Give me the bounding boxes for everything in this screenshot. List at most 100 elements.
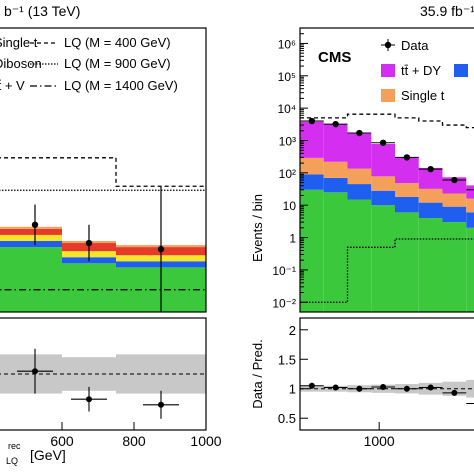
right-ytick-label-7: 10⁻¹ [272,264,296,278]
right-data-point-6 [451,176,458,184]
right-ratio-point-1 [332,384,339,391]
right-legend-point-0 [384,41,392,49]
left-legend-label-3: LQ (M = 400 GeV) [64,35,171,50]
right-data-point-2 [356,129,363,137]
right-bar-Singlet-0 [300,157,324,175]
right-ratio-ytick-label-2: 1 [289,382,296,397]
right-bar-blue-7 [466,212,474,228]
right-ytick-label-5: 10 [283,199,297,213]
right-bar-blue-5 [418,202,443,219]
right-bar-green-3 [371,205,395,312]
right-data-point-4 [403,154,411,161]
right-bar-green-5 [418,218,443,312]
right-ratio-point-5 [427,384,434,391]
right-bar-green-0 [300,189,324,312]
left-bar-green-0 [0,247,62,312]
left-legend-label-5: LQ (M = 1400 GeV) [64,78,178,93]
right-ytick-label-2: 10⁴ [277,102,296,116]
right-ratio-ylabel: Data / Pred. [250,339,265,408]
right-legend-label-0: Data [401,38,429,53]
right-bar-ttDY-5 [418,167,443,189]
right-legend-label-2: Single t [401,88,445,103]
right-bar-ttDY-1 [323,124,348,162]
left-bar-green-1 [62,263,116,312]
right-main-frame [299,27,474,313]
right-ylabel: Events / bin [250,194,265,262]
right-ratio-ytick-label-3: 0.5 [278,411,296,426]
right-bar-blue-6 [442,206,467,223]
right-ratio-point-6 [451,389,458,396]
right-bar-ttDY-0 [300,121,324,158]
right-legend-swatch-2 [381,89,395,102]
left-legend-label-4: LQ (M = 900 GeV) [64,56,171,71]
right-bar-Singlet-2 [347,168,372,185]
right-ratio-point-3 [380,383,387,390]
left-xtick-label-2: 1000 [190,433,221,449]
left-bar-blue-0 [0,241,62,248]
right-bar-Singlet-1 [323,161,348,178]
right-ytick-label-3: 10³ [279,134,296,148]
right-bar-Singlet-5 [418,188,443,203]
left-bar-Singlet-0 [0,226,62,229]
right-ytick-label-6: 1 [289,232,296,246]
right-bar-blue-1 [323,177,348,193]
right-bar-ttDY-2 [347,133,372,169]
right-ratio-frame [299,317,474,431]
left-xaxis-sub: LQ [6,456,18,466]
cms-label: CMS [318,49,351,66]
right-bar-blue-3 [371,190,395,206]
right-bar-ttDY-3 [371,144,395,177]
right-data-point-0 [308,117,316,125]
left-data-point-1 [85,239,93,247]
right-ratio-point-0 [308,382,315,389]
right-bar-Singlet-7 [466,198,474,213]
right-bar-green-2 [347,199,372,312]
right-ytick-label-4: 10² [279,167,296,181]
left-legend-label-2: tt̄ + V [0,78,25,93]
right-ratio-ytick-label-1: 1.5 [278,352,296,367]
right-bar-green-4 [395,212,419,312]
left-legend-label-0: Single t [0,35,38,50]
right-data-point-1 [332,120,339,128]
left-ratio-point-2 [158,401,164,408]
right-lq-dotted-line [300,238,474,303]
left-legend-label-1: Diboson [0,56,42,71]
right-ratio-point-4 [403,385,410,392]
left-ratio-band-0 [0,354,62,394]
right-legend-label-1: tt̄ + DY [401,63,441,78]
left-lq400-line [0,157,206,187]
right-lq-dashed-line [300,113,474,129]
left-xaxis-label: rec LQ [GeV] [6,441,66,466]
right-bar-green-7 [466,227,474,312]
right-bar-Singlet-4 [395,183,419,197]
right-lumi-label: 35.9 fb⁻¹ [420,3,474,19]
right-ratio-point-2 [356,385,363,392]
right-bar-green-1 [323,192,348,312]
right-bar-blue-4 [395,196,419,213]
right-ytick-label-8: 10⁻² [272,296,296,310]
right-legend-swatch-3 [454,64,468,77]
right-data-point-5 [427,165,434,173]
right-ytick-label-1: 10⁵ [278,70,296,84]
right-data-point-3 [379,139,387,146]
right-xtick-label-0: 1000 [364,433,395,449]
left-ratio-point-0 [32,368,38,375]
left-main-frame [0,27,207,313]
right-bar-blue-0 [300,174,324,190]
right-legend-swatch-1 [381,64,395,77]
right-bar-ttDY-7 [466,185,474,199]
left-xaxis-unit: [GeV] [30,447,66,463]
left-bar-Diboson-0 [0,234,62,241]
left-ratio-point-1 [86,396,92,403]
left-panel: Single t Diboson tt̄ + V LQ (M = 400 GeV) LQ… [0,27,222,449]
left-bar-ttV-0 [0,228,62,235]
left-xaxis-sup: rec [8,441,21,451]
right-bar-blue-2 [347,184,372,200]
right-bar-Singlet-6 [442,193,467,207]
right-ratio-ytick-label-0: 2 [289,323,296,338]
right-bar-ttDY-6 [442,177,467,194]
right-panel: 10⁶ 10⁵ 10⁴ 10³ 10² 10 1 10⁻¹ 10⁻² Data tt̄ + DY Si… [272,27,474,449]
left-xtick-label-0: 600 [50,433,74,449]
left-lumi-label: b⁻¹ (13 TeV) [4,3,80,19]
